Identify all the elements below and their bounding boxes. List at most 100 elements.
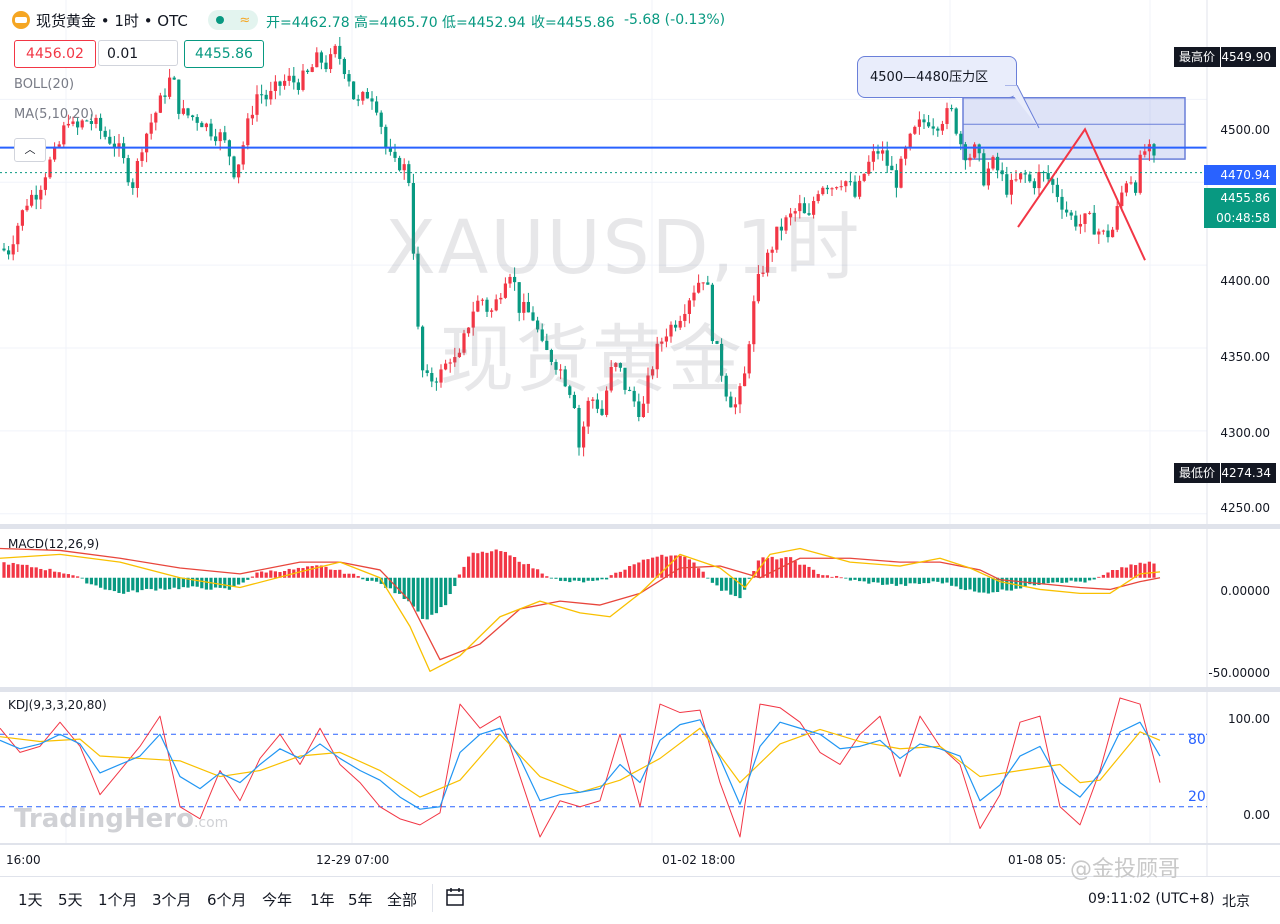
macd-hist-bar-214: [986, 577, 990, 594]
candle-body-46: [214, 136, 218, 142]
macd-hist-bar-28: [131, 577, 135, 591]
market-status-pill[interactable]: ≈: [208, 10, 258, 30]
macd-hist-bar-237: [1092, 577, 1096, 580]
symbol-title[interactable]: 现货黄金 • 1时 • OTC: [36, 12, 188, 30]
range-1y-button[interactable]: 1年: [310, 891, 335, 909]
macd-hist-bar-229: [1055, 577, 1059, 583]
buy-price-button[interactable]: 4455.86: [184, 40, 264, 68]
macd-hist-bar-198: [913, 577, 917, 584]
price-tick-4350: 4350.00: [1220, 350, 1270, 364]
candle-body-53: [246, 118, 250, 146]
candle-body-16: [76, 121, 80, 128]
credit-watermark: @金投顾哥: [1070, 857, 1181, 882]
candle-body-108: [499, 297, 503, 300]
range-6m-button[interactable]: 6个月: [207, 891, 247, 909]
macd-hist-bar-120: [554, 577, 558, 579]
macd-hist-bar-6: [30, 567, 34, 578]
macd-hist-bar-36: [168, 577, 172, 590]
candle-body-234: [1078, 223, 1082, 227]
macd-hist-bar-187: [862, 577, 866, 582]
sell-price-button[interactable]: 4456.02: [14, 40, 96, 68]
macd-hist-bar-196: [904, 577, 908, 586]
macd-hist-bar-175: [807, 566, 811, 578]
collapse-indicators-button[interactable]: ︿: [14, 138, 46, 162]
range-5y-button[interactable]: 5年: [348, 891, 373, 909]
macd-hist-bar-17: [80, 577, 84, 579]
candlestick-series: [2, 37, 1156, 457]
macd-hist-bar-179: [825, 575, 829, 578]
macd-hist-bar-7: [34, 567, 38, 578]
range-1d-button[interactable]: 1天: [18, 891, 43, 909]
price-tick-4250: 4250.00: [1220, 501, 1270, 515]
macd-hist-bar-197: [908, 577, 912, 584]
resistance-zone[interactable]: [962, 97, 1186, 160]
range-3m-button[interactable]: 3个月: [152, 891, 192, 909]
macd-hist-bar-99: [457, 574, 461, 578]
macd-hist-bar-209: [963, 577, 967, 591]
macd-hist-bar-102: [471, 552, 475, 578]
macd-hist-bar-182: [839, 577, 843, 579]
quantity-input[interactable]: 0.01: [98, 40, 178, 66]
candle-body-181: [835, 187, 839, 189]
candle-body-158: [729, 396, 733, 408]
range-all-button[interactable]: 全部: [387, 891, 418, 909]
macd-hist-bar-149: [687, 559, 691, 578]
candle-body-90: [416, 253, 420, 327]
macd-hist-bar-208: [959, 577, 963, 590]
candle-body-244: [1124, 183, 1128, 193]
macd-hist-bar-235: [1083, 577, 1087, 583]
macd-hist-bar-62: [287, 568, 291, 578]
pane-separator-macd[interactable]: [0, 524, 1280, 529]
candle-body-67: [310, 67, 314, 72]
candle-body-117: [540, 329, 544, 341]
macd-hist-bar-225: [1037, 577, 1041, 585]
candle-body-43: [200, 122, 204, 128]
candle-body-238: [1097, 231, 1101, 235]
macd-hist-bar-45: [209, 577, 213, 590]
macd-hist-bar-178: [821, 575, 825, 578]
candle-body-84: [388, 148, 392, 152]
candle-body-200: [922, 119, 926, 123]
macd-hist-bar-19: [89, 577, 93, 585]
candle-body-110: [508, 276, 512, 284]
lowest-price-label: 最低价: [1173, 463, 1220, 483]
macd-hist-bar-159: [733, 577, 737, 597]
candle-body-192: [885, 150, 889, 166]
candle-body-162: [747, 344, 751, 374]
clock-timezone[interactable]: 09:11:02 (UTC+8): [1088, 891, 1215, 907]
candle-body-125: [577, 407, 581, 448]
macd-hist-bar-68: [315, 565, 319, 578]
macd-hist-bar-71: [329, 569, 333, 578]
range-ytd-button[interactable]: 今年: [262, 891, 293, 909]
zigzag-drawing-0: [1017, 127, 1146, 261]
macd-hist-bar-3: [16, 564, 20, 578]
ma-indicator-label[interactable]: MA(5,10,20): [14, 107, 94, 122]
kdj-pane-label[interactable]: KDJ(9,3,3,20,80): [8, 698, 107, 712]
macd-hist-bar-230: [1060, 577, 1064, 583]
macd-hist-bar-77: [356, 576, 360, 578]
zone-callout[interactable]: 4500—4480压力区: [857, 56, 1017, 98]
horizontal-line-price-tag[interactable]: 4470.94: [1204, 165, 1276, 185]
range-1m-button[interactable]: 1个月: [98, 891, 138, 909]
macd-hist-bar-108: [499, 551, 503, 578]
candle-body-96: [444, 363, 448, 370]
macd-hist-bar-42: [195, 577, 199, 587]
range-5d-button[interactable]: 5天: [58, 891, 83, 909]
timezone-city: 北京: [1222, 894, 1250, 910]
candle-body-172: [793, 211, 797, 214]
macd-hist-bar-189: [871, 577, 875, 583]
candle-body-226: [1042, 171, 1046, 174]
macd-pane-label[interactable]: MACD(12,26,9): [8, 537, 100, 551]
date-range-icon[interactable]: [445, 886, 467, 908]
macd-hist-bar-232: [1069, 577, 1073, 581]
candle-body-197: [908, 133, 912, 149]
pane-separator-kdj[interactable]: [0, 687, 1280, 692]
candle-body-31: [145, 133, 149, 153]
candle-body-101: [467, 327, 471, 334]
candle-body-137: [632, 390, 636, 402]
user-drawings[interactable]: [1017, 127, 1146, 261]
macd-hist-bar-135: [623, 569, 627, 578]
candle-body-80: [370, 98, 374, 102]
boll-indicator-label[interactable]: BOLL(20): [14, 77, 75, 92]
